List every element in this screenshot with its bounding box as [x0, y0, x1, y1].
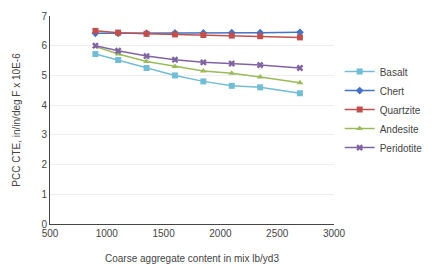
svg-text:1500: 1500	[152, 228, 175, 239]
svg-text:2000: 2000	[209, 228, 232, 239]
svg-text:1000: 1000	[96, 228, 119, 239]
svg-text:0: 0	[41, 219, 47, 230]
svg-text:PCC CTE, in/in/deg F x 10E-6: PCC CTE, in/in/deg F x 10E-6	[11, 53, 22, 187]
svg-text:Coarse aggregate content in mi: Coarse aggregate content in mix lb/yd3	[105, 253, 279, 264]
svg-text:7: 7	[41, 11, 47, 22]
svg-text:Chert: Chert	[380, 86, 405, 97]
svg-text:500: 500	[42, 228, 59, 239]
svg-text:Basalt: Basalt	[380, 67, 408, 78]
svg-text:5: 5	[41, 70, 47, 81]
svg-text:Quartzite: Quartzite	[380, 105, 421, 116]
svg-text:1: 1	[41, 189, 47, 200]
svg-text:6: 6	[41, 40, 47, 51]
svg-text:2500: 2500	[266, 228, 289, 239]
svg-text:2: 2	[41, 159, 47, 170]
svg-text:4: 4	[41, 100, 47, 111]
svg-text:Peridotite: Peridotite	[380, 143, 423, 154]
svg-text:Andesite: Andesite	[380, 124, 419, 135]
svg-text:3: 3	[41, 129, 47, 140]
svg-text:3000: 3000	[323, 228, 346, 239]
